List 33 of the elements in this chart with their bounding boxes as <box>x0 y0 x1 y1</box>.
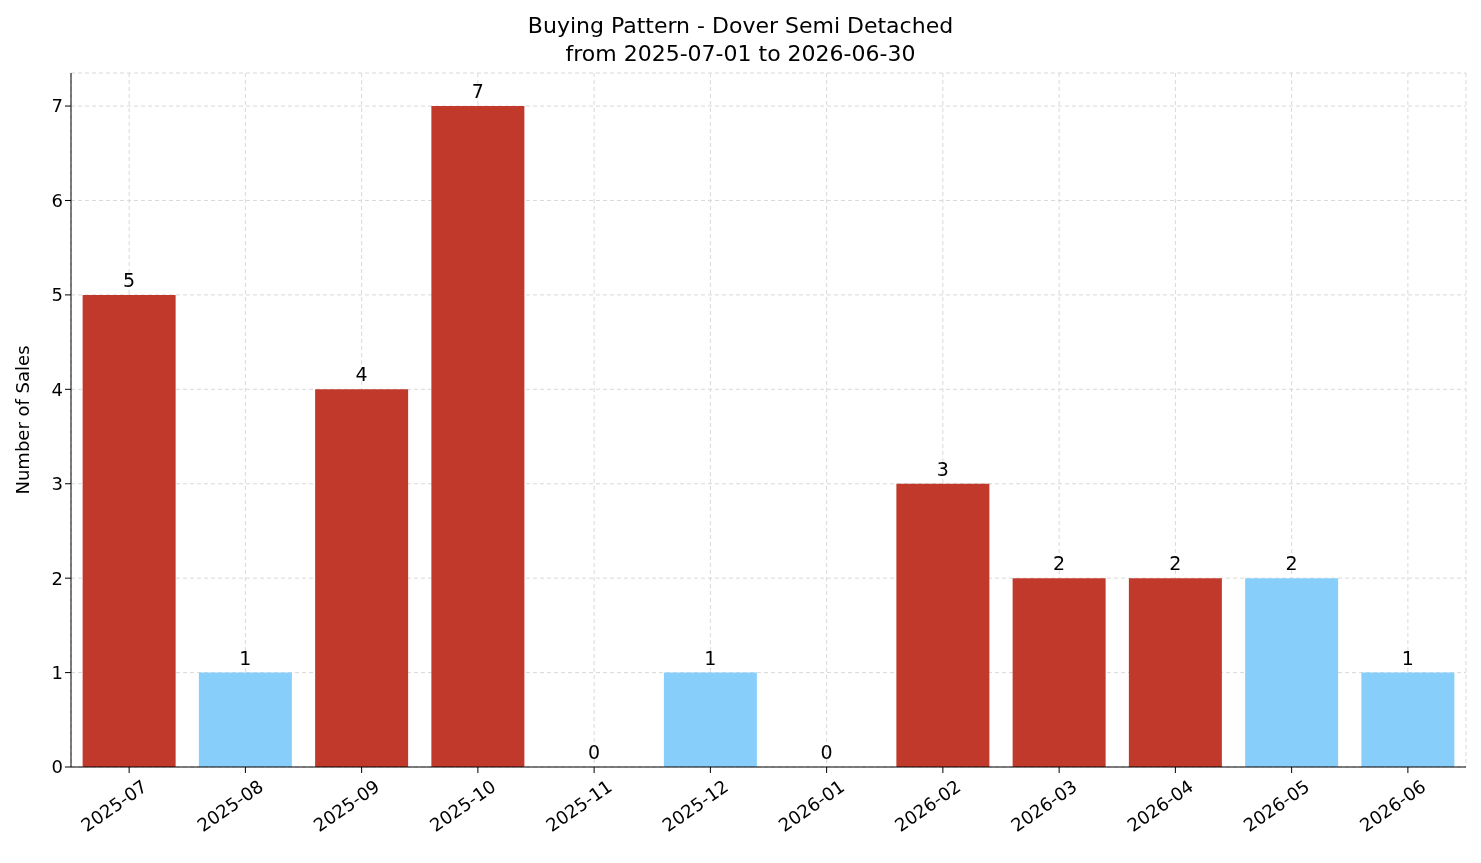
data-label: 3 <box>936 457 949 480</box>
data-label: 5 <box>123 268 136 291</box>
data-label: 7 <box>471 80 484 103</box>
data-label: 4 <box>355 363 368 386</box>
data-label: 2 <box>1285 552 1298 575</box>
bar <box>663 672 757 767</box>
bar <box>1128 578 1222 767</box>
bar <box>315 389 409 767</box>
data-label: 2 <box>1169 552 1182 575</box>
y-tick-label: 3 <box>51 473 63 495</box>
data-label: 1 <box>239 646 252 669</box>
y-tick-label: 4 <box>51 378 63 400</box>
y-tick-label: 1 <box>51 661 63 683</box>
chart-subtitle: from 2025-07-01 to 2026-06-30 <box>564 40 917 68</box>
data-label: 1 <box>704 646 717 669</box>
bar <box>896 483 990 767</box>
chart-title: Buying Pattern - Dover Semi Detached <box>526 12 955 40</box>
bar <box>82 294 176 767</box>
bar <box>1245 578 1339 767</box>
bar <box>431 106 525 767</box>
y-tick-label: 0 <box>51 756 63 778</box>
y-tick-label: 5 <box>51 284 63 306</box>
y-tick-label: 7 <box>51 95 63 117</box>
data-label: 0 <box>588 741 601 763</box>
y-tick-label: 2 <box>51 567 63 589</box>
data-label: 1 <box>1401 646 1414 669</box>
bar <box>1012 578 1106 767</box>
bar <box>198 672 292 767</box>
y-tick-label: 6 <box>51 189 63 211</box>
data-label: 0 <box>820 741 833 763</box>
y-axis-title: Number of Sales <box>11 345 33 495</box>
bar <box>1361 672 1455 767</box>
data-label: 2 <box>1053 552 1066 575</box>
